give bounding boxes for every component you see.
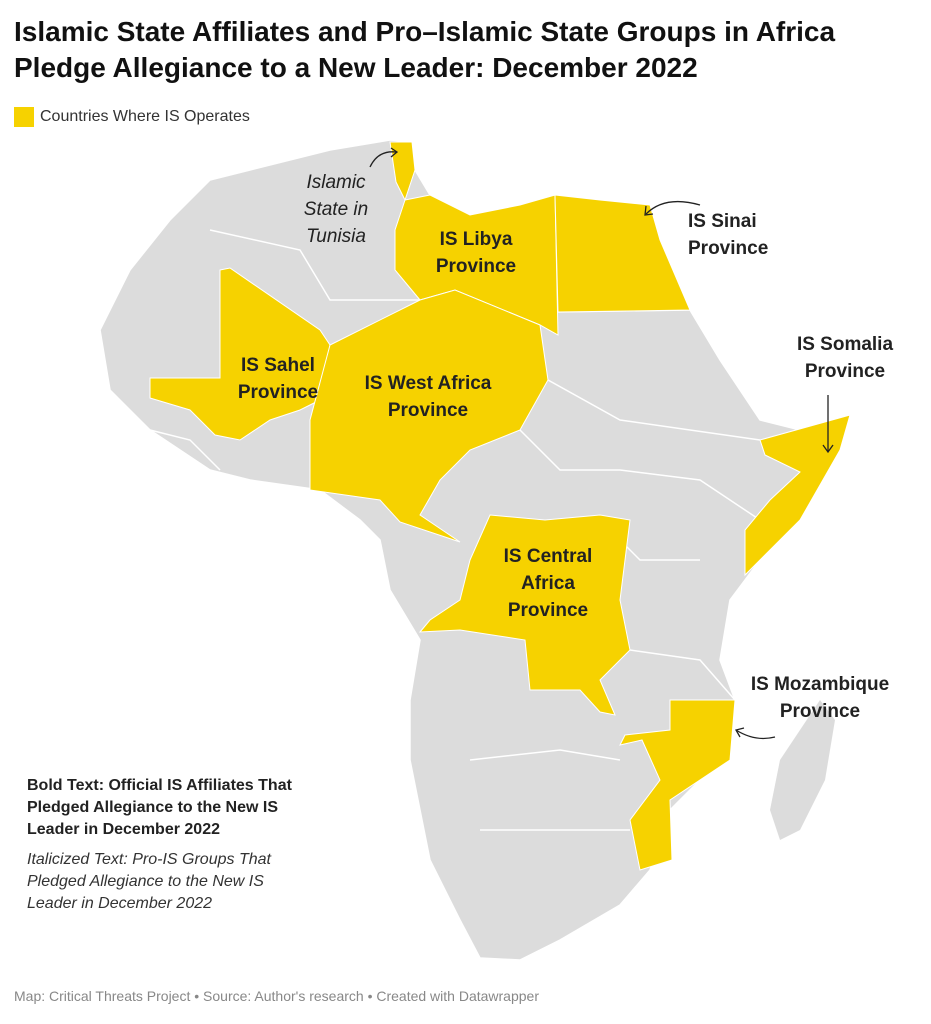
map-label: IS Sinai bbox=[688, 211, 757, 232]
labels: Islamic State in Tunisia IS Libya Province IS… bbox=[238, 172, 894, 722]
map-label: State in bbox=[304, 199, 368, 220]
legend: Countries Where IS Operates bbox=[14, 107, 250, 127]
map-label: IS West Africa bbox=[365, 373, 492, 394]
footer: Map: Critical Threats Project • Source: … bbox=[14, 988, 539, 1004]
map-label: IS Mozambique bbox=[751, 674, 889, 695]
map-label: Province bbox=[436, 256, 516, 277]
is-country bbox=[554, 194, 691, 313]
map-label: Province bbox=[388, 400, 468, 421]
border bbox=[469, 749, 621, 761]
is-country bbox=[309, 289, 549, 543]
map-label: Africa bbox=[521, 573, 575, 594]
madagascar bbox=[770, 700, 835, 840]
map-label: Tunisia bbox=[306, 226, 366, 247]
legend-label: Countries Where IS Operates bbox=[40, 108, 250, 125]
arrowhead bbox=[390, 147, 399, 158]
is-country bbox=[619, 699, 736, 871]
is-countries bbox=[149, 141, 851, 871]
is-country bbox=[389, 141, 416, 202]
arrowhead bbox=[735, 727, 745, 738]
border bbox=[519, 429, 761, 521]
border bbox=[629, 649, 736, 701]
border bbox=[209, 229, 420, 301]
is-country bbox=[394, 194, 559, 336]
map-label: IS Libya bbox=[440, 229, 513, 250]
border bbox=[547, 379, 761, 441]
is-country bbox=[418, 514, 631, 716]
arrow bbox=[735, 729, 776, 740]
is-country bbox=[149, 267, 331, 441]
arrow bbox=[645, 200, 701, 215]
border bbox=[149, 429, 221, 471]
legend-swatch bbox=[14, 107, 34, 127]
note: Italicized Text: Pro-IS Groups That Pled… bbox=[27, 851, 271, 912]
map-label: Province bbox=[508, 600, 588, 621]
arrow bbox=[369, 151, 397, 168]
arrowhead bbox=[644, 205, 654, 216]
map-label: Islamic bbox=[306, 172, 366, 193]
arrowhead bbox=[822, 444, 834, 454]
map-label: Province bbox=[805, 361, 885, 382]
map-label: Province bbox=[238, 382, 318, 403]
map-label: IS Central bbox=[504, 546, 593, 567]
arrows bbox=[369, 147, 834, 740]
is-country bbox=[744, 414, 851, 577]
note: Bold Text: Official IS Affiliates That P… bbox=[27, 777, 292, 838]
map-label: IS Sahel bbox=[241, 355, 315, 376]
title: Islamic State Affiliates and Pro–Islamic… bbox=[14, 16, 836, 83]
map-label: Province bbox=[780, 701, 860, 722]
map-label: IS Somalia bbox=[797, 334, 894, 355]
map-label: Province bbox=[688, 238, 768, 259]
